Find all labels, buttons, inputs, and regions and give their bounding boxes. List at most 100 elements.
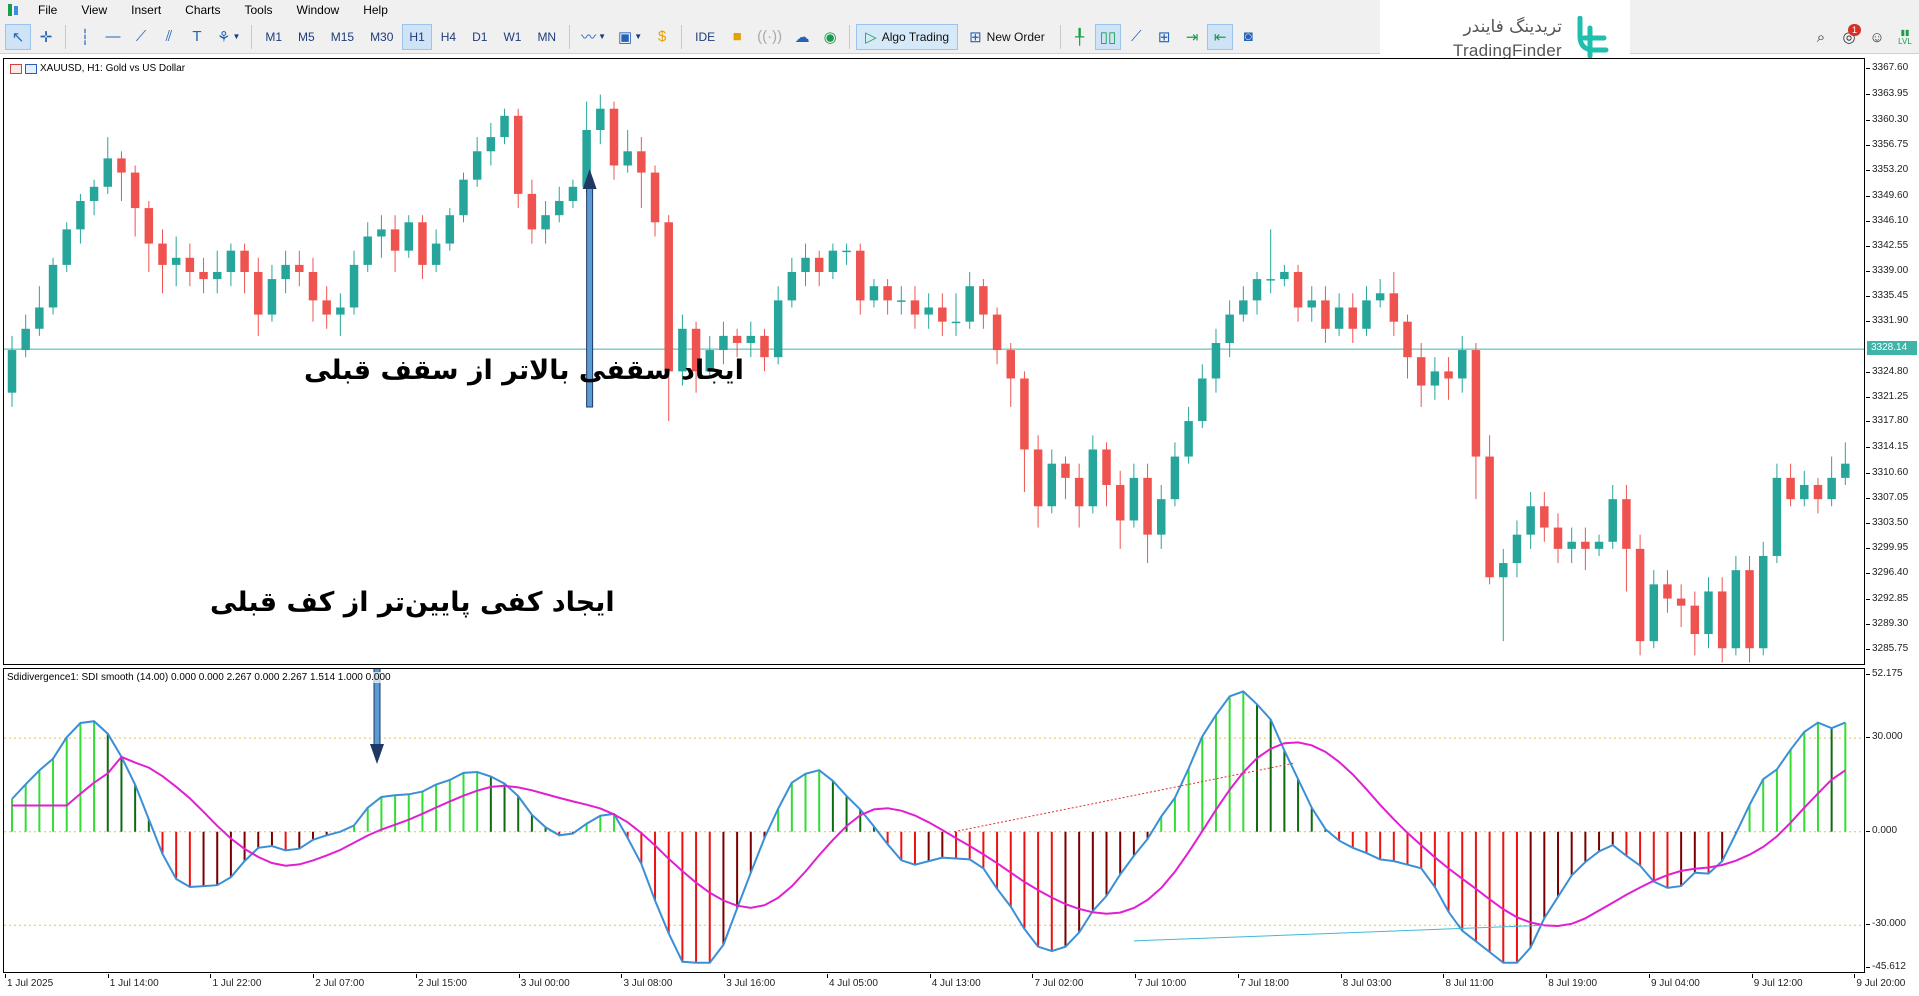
price-axis-label: 3307.05 — [1872, 491, 1909, 503]
time-tick — [929, 974, 931, 978]
account-button[interactable]: ☺ — [1863, 29, 1891, 46]
price-axis-label: 3296.40 — [1872, 567, 1909, 579]
timeframe-m15[interactable]: M15 — [330, 29, 355, 44]
time-tick — [415, 974, 417, 978]
channel-button[interactable]: ⫽ — [156, 24, 182, 50]
axis-tick — [1866, 321, 1870, 323]
menu-window[interactable]: Window — [296, 3, 340, 17]
channel-icon: ⫽ — [165, 28, 173, 45]
indicator-axis-label: -45.612 — [1872, 961, 1906, 972]
price-axis-label: 3303.50 — [1872, 517, 1909, 528]
timeframe-h1[interactable]: H1 — [402, 23, 432, 50]
menu-charts[interactable]: Charts — [185, 3, 221, 17]
axis-tick — [1866, 924, 1870, 926]
axis-tick — [1866, 245, 1870, 247]
timeframe-d1[interactable]: D1 — [472, 29, 488, 44]
axis-tick — [1866, 523, 1870, 524]
axis-tick — [1866, 447, 1870, 449]
time-tick — [1237, 974, 1239, 978]
menu-insert[interactable]: Insert — [131, 3, 162, 17]
cloud-button[interactable]: ☁ — [789, 24, 815, 50]
market-button[interactable]: $ — [649, 24, 675, 50]
chart-window: XAUUSD, H1: Gold vs US Dollar ایجاد سقفی… — [0, 55, 1919, 996]
price-axis-label: 3339.00 — [1872, 264, 1909, 276]
bar-chart-button[interactable]: ╀ — [1067, 24, 1093, 50]
cursor-tool-button[interactable]: ↖ — [5, 23, 31, 50]
horizontal-line-button[interactable]: — — [100, 24, 126, 50]
signal-button[interactable]: ((·)) — [752, 24, 787, 50]
price-axis-label: 3349.60 — [1872, 189, 1909, 201]
time-axis-label: 7 Jul 18:00 — [1239, 978, 1289, 989]
crosshair-tool-button[interactable]: ✛ — [33, 24, 59, 50]
dropdown-arrow-icon: ▼ — [634, 32, 643, 41]
level-button[interactable]: ▮▮ LVL — [1891, 28, 1919, 46]
symbol-title: XAUUSD, H1: Gold vs US Dollar — [40, 63, 186, 74]
ide-button[interactable]: IDE — [695, 29, 716, 44]
candlestick-icon: ▯▯ — [1099, 28, 1117, 46]
line-chart-icon: ⟋ — [1130, 28, 1142, 45]
autoscroll-icon: ⇥ — [1185, 28, 1199, 46]
menu-help[interactable]: Help — [363, 3, 388, 17]
templates-dropdown-button[interactable]: ▣ ▼ — [613, 24, 647, 50]
vps-button[interactable]: ◉ — [817, 24, 843, 50]
axis-tick — [1866, 623, 1870, 625]
time-tick — [518, 974, 520, 978]
time-axis-label: 4 Jul 05:00 — [828, 978, 878, 989]
price-chart-pane[interactable]: XAUUSD, H1: Gold vs US Dollar ایجاد سقفی… — [3, 58, 1865, 665]
new-order-button[interactable]: ⊞ New Order — [960, 24, 1054, 50]
text-tool-button[interactable]: T — [184, 24, 210, 50]
candlestick-chart — [4, 94, 1864, 663]
menu-view[interactable]: View — [81, 3, 108, 17]
vertical-line-button[interactable]: ┆ — [72, 24, 98, 50]
notifications-button[interactable]: ◎ 1 — [1835, 24, 1863, 46]
search-button[interactable]: ⌕ — [1807, 29, 1835, 46]
timeframe-w1[interactable]: W1 — [503, 29, 522, 44]
axis-tick — [1866, 396, 1870, 398]
menu-tools[interactable]: Tools — [244, 3, 273, 17]
lock-icon: ■ — [732, 28, 742, 45]
price-axis-label: 3353.20 — [1872, 164, 1909, 176]
timeframe-m30[interactable]: M30 — [370, 29, 394, 44]
axis-tick — [1866, 119, 1870, 121]
shapes-dropdown-button[interactable]: ⚘ ▼ — [212, 24, 245, 50]
indicator-axis-label: 0.000 — [1872, 824, 1898, 836]
time-axis-label: 9 Jul 12:00 — [1753, 978, 1803, 989]
timeframe-h4[interactable]: H4 — [440, 29, 457, 44]
chart-shift-button[interactable]: ⇤ — [1207, 23, 1234, 50]
axis-tick — [1866, 144, 1870, 146]
axis-tick — [1866, 472, 1870, 474]
text-icon: T — [192, 28, 202, 45]
time-tick — [826, 974, 828, 978]
indicators-dropdown-button[interactable]: 〰 ▼ — [576, 24, 611, 50]
menu-file[interactable]: File — [38, 3, 58, 17]
timeframe-m5[interactable]: M5 — [298, 29, 315, 44]
vertical-line-icon: ┆ — [80, 28, 90, 46]
grid-button[interactable]: ⊞ — [1151, 24, 1177, 50]
autoscroll-button[interactable]: ⇥ — [1179, 24, 1205, 50]
timeframe-mn[interactable]: MN — [537, 29, 557, 44]
screenshot-button[interactable]: ◙ — [1235, 24, 1261, 50]
price-axis-label: 3367.60 — [1872, 61, 1909, 73]
time-axis-label: 9 Jul 04:00 — [1650, 978, 1700, 989]
algo-trading-button[interactable]: ▷ Algo Trading — [856, 23, 959, 50]
time-tick — [621, 974, 623, 978]
time-axis: 1 Jul 2025 1 Jul 14:00 1 Jul 22:00 2 Jul 07… — [3, 974, 1905, 996]
candlestick-chart-button[interactable]: ▯▯ — [1094, 23, 1122, 50]
toolbar-separator — [251, 24, 253, 49]
time-tick — [313, 974, 315, 978]
new-order-label: New Order — [986, 29, 1045, 44]
indicator-pane[interactable]: Sdidivergence1: SDI smooth (14.00) 0.000… — [3, 668, 1865, 973]
time-tick — [1340, 974, 1342, 978]
toolbar-separator — [849, 24, 851, 49]
lock-button[interactable]: ■ — [724, 24, 750, 50]
trendline-button[interactable]: ⟋ — [128, 24, 154, 50]
price-axis-label: 3335.45 — [1872, 290, 1909, 302]
price-axis-label: 3292.85 — [1872, 592, 1909, 604]
line-chart-button[interactable]: ⟋ — [1123, 24, 1149, 50]
timeframe-m1[interactable]: M1 — [265, 29, 283, 44]
chart-icon — [25, 63, 37, 74]
axis-tick — [1866, 573, 1870, 575]
price-axis-label: 3310.60 — [1872, 466, 1909, 478]
indicator-axis: 52.175 30.000 0.000 -30.000 -45.612 — [1866, 668, 1919, 973]
higher-high-annotation: ایجاد سقفی بالاتر از سقف قبلی — [304, 355, 744, 386]
